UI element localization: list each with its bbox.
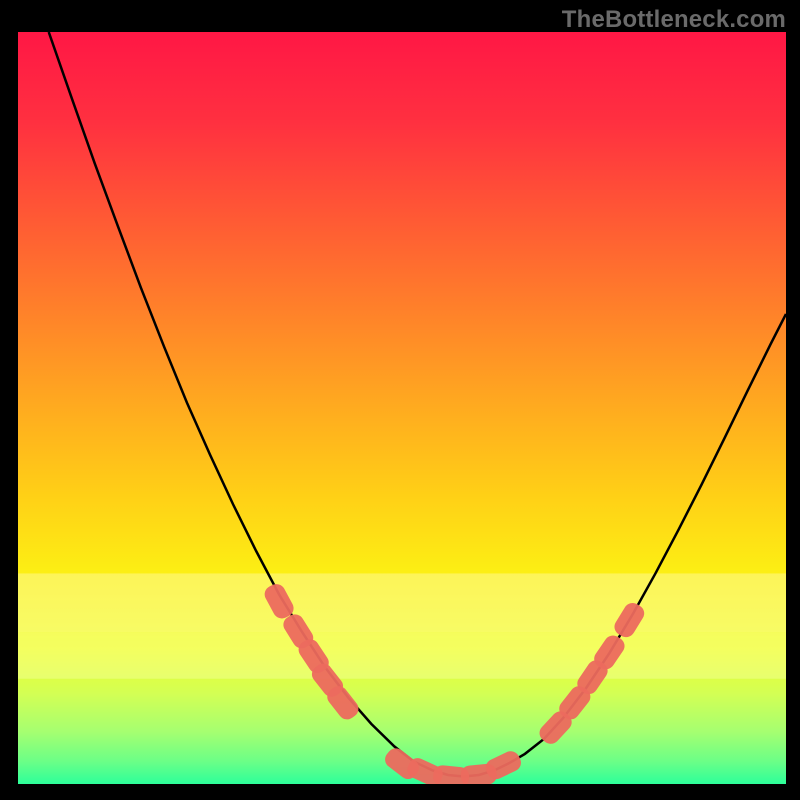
highlight-band — [18, 573, 786, 632]
chart-frame: TheBottleneck.com — [0, 0, 800, 800]
plot-svg — [18, 32, 786, 784]
plot-area — [18, 32, 786, 784]
watermark-text: TheBottleneck.com — [562, 6, 786, 34]
highlight-band — [18, 632, 786, 679]
highlight-bands — [18, 573, 786, 678]
